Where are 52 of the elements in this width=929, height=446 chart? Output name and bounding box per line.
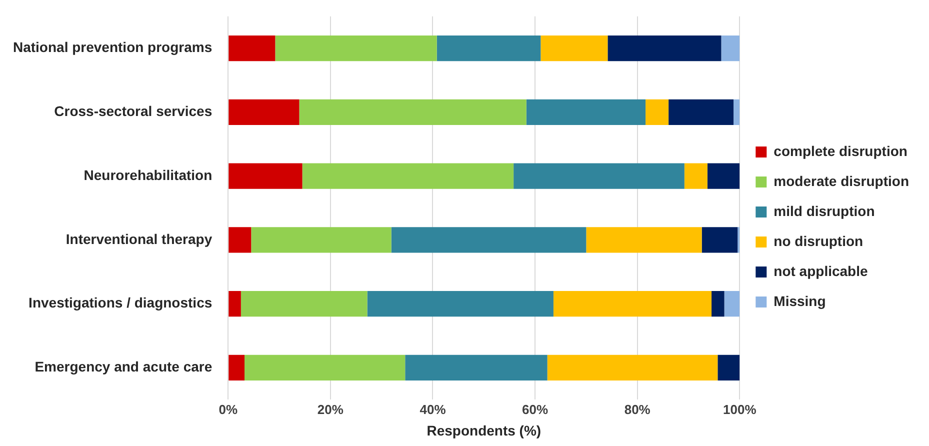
- legend-label: Missing: [774, 292, 826, 309]
- x-tick-label: 0%: [218, 402, 238, 417]
- bar: [702, 227, 738, 253]
- bar: [646, 99, 669, 125]
- bar: [391, 227, 586, 253]
- bar: [514, 163, 684, 189]
- x-axis-title: Respondents (%): [426, 422, 542, 438]
- bar: [228, 354, 245, 380]
- bar: [540, 36, 608, 62]
- x-tick-label: 20%: [317, 402, 344, 417]
- bar: [367, 291, 554, 317]
- bar: [526, 99, 646, 125]
- bar: [228, 291, 241, 317]
- bar: [275, 36, 437, 62]
- y-tick-label: Emergency and acute care: [34, 358, 212, 375]
- legend-label: no disruption: [774, 232, 864, 249]
- bar: [553, 291, 712, 317]
- x-tick-label: 80%: [624, 402, 651, 417]
- bar: [228, 36, 276, 62]
- bar: [668, 99, 734, 125]
- bar: [724, 291, 740, 317]
- legend-label: moderate disruption: [774, 172, 910, 189]
- bar: [547, 354, 718, 380]
- bar: [608, 36, 722, 62]
- bar: [299, 99, 526, 125]
- bar: [734, 99, 740, 125]
- legend-label: complete disruption: [774, 142, 908, 159]
- y-tick-label: Investigations / diagnostics: [28, 294, 212, 311]
- bar: [405, 354, 548, 380]
- bar: [228, 163, 302, 189]
- bar: [684, 163, 708, 189]
- bar: [721, 36, 740, 62]
- legend-label: not applicable: [774, 262, 868, 279]
- bar: [240, 291, 368, 317]
- bar: [718, 354, 740, 380]
- bar: [586, 227, 702, 253]
- bar: [251, 227, 392, 253]
- x-tick-label: 60%: [522, 402, 548, 417]
- bar: [244, 354, 406, 380]
- y-tick-label: Interventional therapy: [66, 230, 212, 247]
- bar: [302, 163, 514, 189]
- x-tick-label: 100%: [723, 402, 757, 417]
- bar: [436, 36, 541, 62]
- bar: [712, 291, 724, 317]
- bar: [228, 99, 300, 125]
- y-tick-label: Cross-sectoral services: [54, 103, 212, 120]
- legend-label: mild disruption: [774, 202, 875, 219]
- bar: [707, 163, 740, 189]
- y-tick-label: National prevention programs: [12, 39, 212, 56]
- x-tick-label: 40%: [420, 402, 446, 417]
- y-tick-label: Neurorehabilitation: [84, 166, 212, 183]
- bar: [228, 227, 252, 253]
